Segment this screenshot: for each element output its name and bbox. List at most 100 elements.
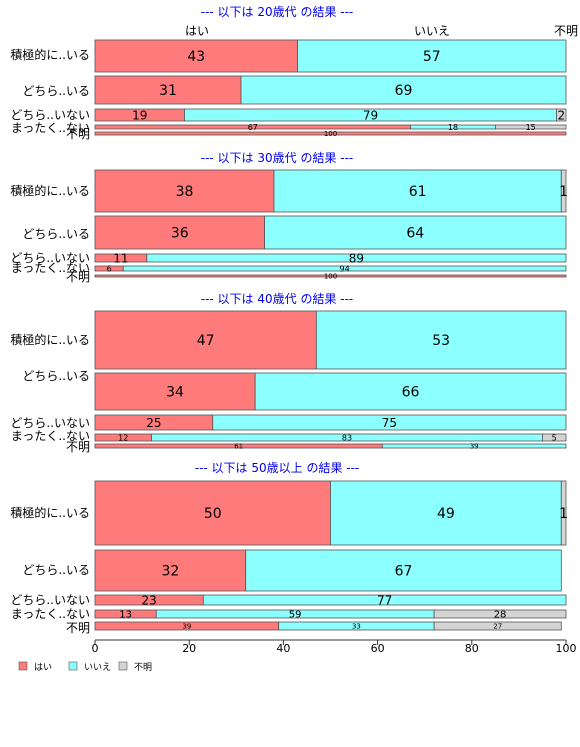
data-label: 2 <box>557 108 565 122</box>
panel-title: --- 以下は 30歳代 の結果 --- <box>201 151 354 165</box>
data-label: 49 <box>437 506 455 522</box>
header-label-3: 不明 <box>554 24 578 38</box>
data-label: 61 <box>234 443 243 451</box>
row-label: どちら..いない <box>10 593 90 607</box>
data-label: 64 <box>406 226 424 242</box>
bar-segment <box>433 609 567 619</box>
data-label: 39 <box>470 443 479 451</box>
x-tick-label: 20 <box>182 642 196 655</box>
row-label: どちら..いない <box>10 108 90 122</box>
bar-segment <box>264 215 567 250</box>
data-label: 100 <box>324 130 337 138</box>
bar-segment <box>94 480 331 546</box>
data-label: 32 <box>161 564 179 580</box>
bar-segment <box>122 265 567 272</box>
bar-segment <box>94 372 256 411</box>
data-label: 1 <box>559 506 568 522</box>
bar-segment <box>254 372 567 411</box>
data-label: 13 <box>119 610 132 621</box>
header-label-2: いいえ <box>414 24 450 38</box>
bar-segment <box>212 414 567 431</box>
data-label: 69 <box>395 83 413 99</box>
data-label: 59 <box>289 610 302 621</box>
x-tick-label: 40 <box>276 642 290 655</box>
header-label-1: はい <box>185 24 209 38</box>
row-label: どちら..いる <box>22 227 90 241</box>
legend-label: はい <box>34 662 52 673</box>
data-label: 31 <box>159 83 177 99</box>
row-label: まったく..ない <box>11 261 90 275</box>
legend-label: 不明 <box>134 662 152 673</box>
data-label: 33 <box>352 623 361 631</box>
panel-title: --- 以下は 40歳代 の結果 --- <box>201 292 354 306</box>
data-label: 57 <box>423 49 441 65</box>
bar-segment <box>297 39 567 73</box>
data-label: 25 <box>146 416 161 430</box>
legend-swatch <box>18 661 28 671</box>
data-label: 19 <box>132 108 147 122</box>
data-label: 28 <box>494 610 507 621</box>
data-label: 43 <box>187 49 205 65</box>
x-tick-label: 100 <box>556 642 577 655</box>
bar-segment <box>94 75 242 105</box>
bar-segment <box>330 480 562 546</box>
data-label: 6 <box>107 264 112 273</box>
row-label: 積極的に..いる <box>10 47 90 62</box>
bar-segment <box>560 169 567 213</box>
x-tick-label: 0 <box>92 642 99 655</box>
row-label: 不明 <box>66 621 90 635</box>
data-label: 66 <box>402 385 420 401</box>
data-label: 75 <box>382 416 397 430</box>
data-label: 27 <box>493 623 502 631</box>
bar-segment <box>94 215 265 250</box>
data-label: 23 <box>142 593 157 607</box>
bar-segment <box>315 310 567 370</box>
data-label: 36 <box>171 226 189 242</box>
data-label: 50 <box>204 506 222 522</box>
row-label: 不明 <box>66 440 90 454</box>
bar-segment <box>433 621 562 631</box>
bar-segment <box>94 549 247 592</box>
legend-label: いいえ <box>84 662 111 673</box>
x-tick-label: 60 <box>371 642 385 655</box>
data-label: 5 <box>552 433 557 442</box>
bar-segment <box>94 274 567 278</box>
data-label: 83 <box>342 433 352 442</box>
legend-swatch <box>118 661 128 671</box>
data-label: 12 <box>118 433 128 442</box>
row-label: まったく..ない <box>11 429 90 443</box>
legend-swatch <box>68 661 78 671</box>
data-label: 39 <box>182 623 191 631</box>
row-label: まったく..ない <box>11 607 90 621</box>
data-label: 94 <box>340 264 350 273</box>
bar-segment <box>94 169 275 213</box>
row-label: 積極的に..いる <box>10 183 90 198</box>
bar-segment <box>94 310 317 370</box>
row-label: どちら..いない <box>10 251 90 265</box>
bar-segment <box>94 39 298 73</box>
row-label: どちら..いる <box>22 369 90 383</box>
data-label: 77 <box>377 593 392 607</box>
bar-segment <box>381 443 567 449</box>
data-label: 47 <box>197 333 215 349</box>
row-label: 不明 <box>66 127 90 141</box>
row-label: 不明 <box>66 270 90 284</box>
data-label: 67 <box>395 564 413 580</box>
panel-title: --- 以下は 50歳以上 の結果 --- <box>195 461 360 475</box>
bar-segment <box>240 75 567 105</box>
bar-segment <box>556 108 567 122</box>
data-label: 79 <box>363 108 378 122</box>
data-label: 38 <box>176 184 194 200</box>
data-label: 11 <box>113 251 128 265</box>
data-label: 1 <box>559 184 568 200</box>
bar-segment <box>494 124 567 130</box>
bar-segment <box>94 131 567 136</box>
data-label: 15 <box>526 123 536 132</box>
data-label: 18 <box>448 123 458 132</box>
bar-segment <box>560 480 567 546</box>
data-label: 53 <box>432 333 450 349</box>
data-label: 67 <box>248 123 258 132</box>
data-label: 89 <box>349 251 364 265</box>
row-label: 積極的に..いる <box>10 505 90 520</box>
